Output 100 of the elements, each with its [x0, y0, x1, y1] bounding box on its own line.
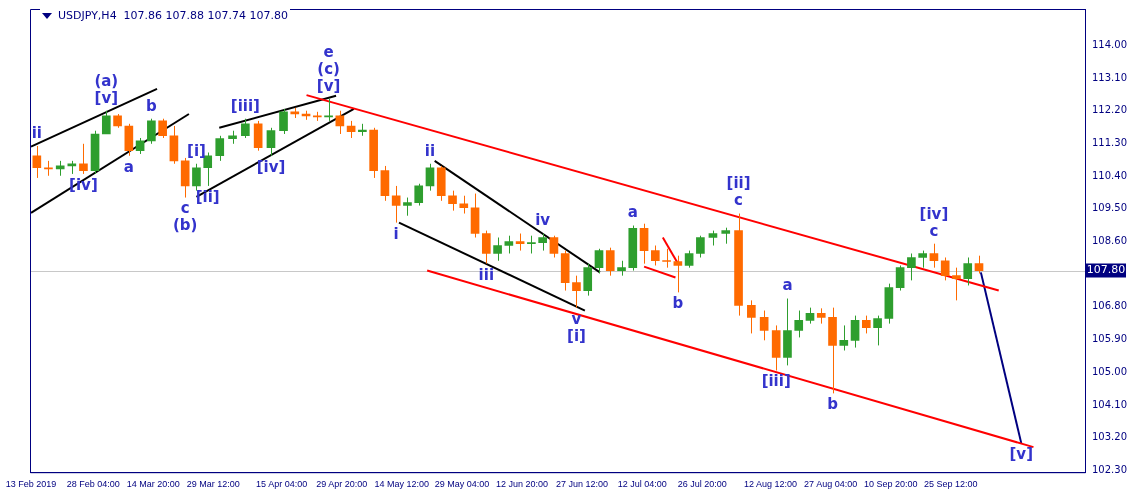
annotation: iv	[535, 211, 551, 230]
candlestick	[312, 111, 322, 122]
candlestick	[771, 324, 781, 371]
candlestick	[192, 163, 201, 192]
y-tick-label: 104.10	[1092, 398, 1128, 410]
annotation: [v]	[1009, 445, 1033, 464]
candlestick	[459, 195, 469, 215]
candlestick	[605, 247, 615, 277]
annotation: e	[323, 42, 334, 61]
x-tick-label: 12 Jul 04:00	[617, 479, 667, 490]
annotation: [iv]	[919, 204, 949, 223]
candlestick	[794, 310, 804, 338]
candlestick	[940, 256, 950, 281]
annotation: c	[929, 221, 939, 240]
candlestick	[241, 118, 250, 139]
annotation: [i]	[187, 141, 206, 160]
y-tick-label: 105.90	[1092, 333, 1128, 345]
y-tick-label: 110.40	[1092, 169, 1128, 181]
y-tick-label: 106.80	[1092, 300, 1128, 312]
candlestick	[32, 145, 42, 179]
y-tick-label: 105.00	[1092, 365, 1128, 377]
candlestick	[650, 245, 660, 266]
candlestick	[67, 160, 77, 175]
annotation: b	[672, 294, 684, 313]
annotation: [iv]	[256, 157, 286, 176]
annotation: [ii]	[726, 174, 751, 193]
candlestick	[862, 315, 871, 334]
candlestick	[747, 299, 756, 334]
annotation: c	[734, 191, 743, 210]
candlestick	[952, 267, 961, 301]
x-tick-label: 12 Jun 20:00	[495, 479, 549, 490]
x-tick-label: 12 Aug 12:00	[744, 479, 798, 490]
x-tick-label: 29 May 04:00	[434, 479, 490, 490]
candlestick	[662, 248, 671, 269]
x-tick-label: 10 Sep 20:00	[863, 479, 918, 490]
candlestick	[734, 213, 743, 317]
annotation: [iii]	[761, 372, 791, 391]
candlestick	[79, 143, 88, 175]
candlestick	[560, 250, 570, 292]
annotation: c	[180, 199, 190, 218]
candlestick	[215, 135, 225, 162]
annotation: [v]	[316, 76, 341, 95]
candlestick	[538, 233, 547, 252]
annotation: i	[393, 224, 399, 243]
candlestick	[918, 250, 927, 269]
candlestick	[436, 165, 446, 202]
candlestick	[839, 324, 849, 351]
annotation: (b)	[172, 216, 198, 235]
y-tick-label: 109.50	[1092, 202, 1128, 214]
candlestick	[180, 157, 190, 199]
candlestick	[324, 98, 333, 122]
candlestick	[44, 160, 53, 177]
candlestick	[391, 185, 401, 224]
annotation: a	[123, 157, 134, 176]
annotation: iii	[478, 265, 495, 284]
candlestick	[493, 237, 502, 262]
annotation: a	[782, 276, 793, 295]
annotation: [ii]	[195, 187, 220, 206]
candlestick	[583, 263, 593, 297]
candlestick	[113, 113, 122, 129]
candlestick	[101, 110, 111, 135]
candlestick	[572, 275, 581, 309]
candlestick	[527, 235, 536, 254]
chart-title: USDJPY,H4 107.86 107.88 107.74 107.80	[58, 9, 289, 22]
x-tick-label: 27 Jun 12:00	[556, 479, 609, 490]
y-tick-label: 112.20	[1092, 104, 1128, 116]
y-tick-label: 103.20	[1092, 431, 1128, 443]
annotation: ii	[31, 123, 42, 142]
annotation: a	[627, 203, 638, 222]
x-tick-label: 26 Jul 20:00	[677, 479, 727, 490]
x-tick-label: 27 Aug 04:00	[804, 479, 858, 490]
candlestick	[481, 230, 491, 265]
candlestick	[403, 197, 412, 217]
annotation: (a)	[94, 71, 119, 90]
candlestick	[816, 307, 826, 325]
ref-line-label: 107.80	[1086, 263, 1126, 277]
x-tick-label: 13 Feb 2019	[5, 479, 57, 490]
candlestick	[963, 256, 973, 286]
x-tick-label: 14 May 12:00	[374, 479, 430, 490]
annotation: [v]	[94, 88, 119, 107]
y-tick-label: 114.00	[1092, 38, 1128, 50]
annotation: [iii]	[230, 96, 260, 115]
candlestick	[228, 130, 237, 145]
annotation: [i]	[567, 326, 586, 345]
y-tick-label: 111.30	[1092, 137, 1128, 149]
candlestick	[279, 108, 288, 135]
candlestick	[290, 107, 300, 119]
annotation: (c)	[317, 59, 340, 78]
y-tick-label: 102.30	[1092, 463, 1128, 475]
candlestick	[628, 225, 638, 272]
x-tick-label: 29 Apr 20:00	[316, 479, 368, 490]
x-tick-label: 25 Sep 12:00	[924, 479, 978, 490]
annotation: b	[146, 96, 157, 115]
candlestick	[696, 235, 705, 258]
annotation: b	[827, 395, 839, 414]
candlestick	[448, 190, 457, 212]
candlestick	[617, 260, 626, 277]
candlestick	[414, 183, 424, 207]
candlestick	[907, 253, 916, 281]
candlestick	[721, 227, 731, 245]
